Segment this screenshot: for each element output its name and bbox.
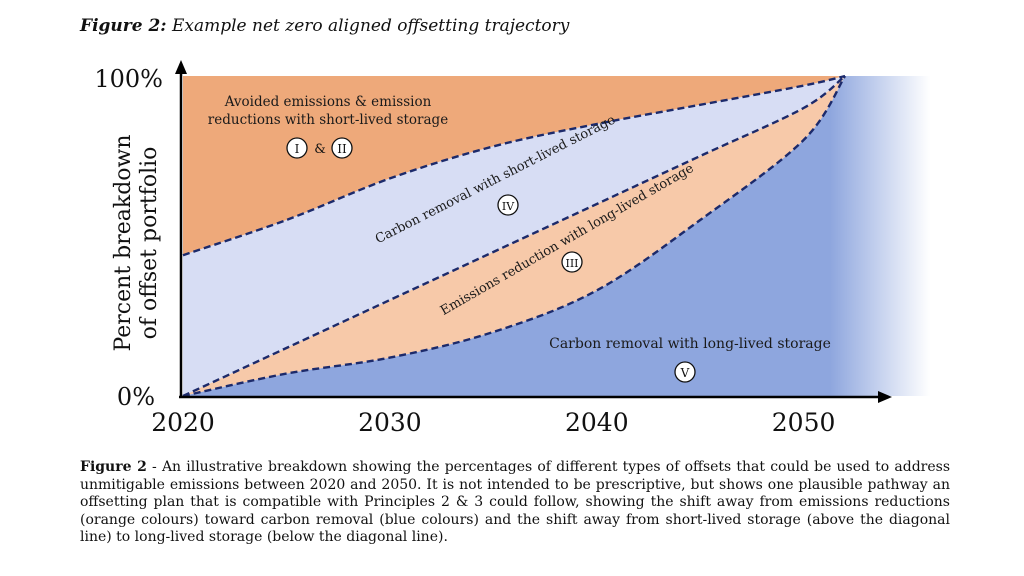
boundary-lower-line [182,75,847,398]
caption-label: Figure 2 [80,459,147,475]
y-tick-0: 0% [117,383,155,411]
marker-iii-text: III [565,257,578,270]
region-carbon-removal-short-lived [183,76,845,396]
marker-circle-iii [561,251,583,273]
marker-i: I [295,142,300,156]
marker-circle-i [286,137,308,159]
boundary-diagonal-line [182,75,846,398]
figure-label: Figure 2: [80,16,167,36]
figure-title: Figure 2: Example net zero aligned offse… [80,16,569,36]
marker-iv-text: IV [502,200,515,213]
figure-title-text: Example net zero aligned offsetting traj… [171,16,570,36]
marker-ii: II [337,142,347,156]
x-tick-label: 2020 [151,408,215,437]
caption-text: - An illustrative breakdown showing the … [80,459,951,545]
region-carbon-removal-long-lived [183,76,930,396]
x-tick-label: 2040 [565,408,629,437]
marker-ampersand: & [314,142,326,157]
marker-iv: IV [497,194,519,216]
y-axis-label-line2: of offset portfolio [137,147,162,340]
right-fade [830,70,930,400]
marker-circle-iv [497,194,519,216]
x-tick-label: 2030 [358,408,422,437]
marker-v: V [674,361,696,383]
y-axis-arrow [175,60,187,74]
x-tick-label: 2050 [772,408,836,437]
figure-caption: Figure 2 - An illustrative breakdown sho… [80,459,950,547]
label-avoided-line2: reductions with short-lived storage [208,112,448,128]
marker-iii: III [561,251,583,273]
marker-circle-ii [331,137,353,159]
area-chart: Percent breakdown of offset portfolio 10… [94,60,930,437]
marker-i-ii: I & II [286,137,353,159]
x-axis-arrow [878,391,892,403]
label-removal-long: Carbon removal with long-lived storage [549,336,831,352]
marker-v-text: V [680,366,690,380]
y-tick-100: 100% [94,65,163,93]
boundary-upper-line [182,74,846,257]
label-avoided-line1: Avoided emissions & emission [224,94,432,110]
marker-circle-v [674,361,696,383]
region-avoided-emissions [183,76,845,256]
y-axis-label-line1: Percent breakdown [111,134,136,351]
